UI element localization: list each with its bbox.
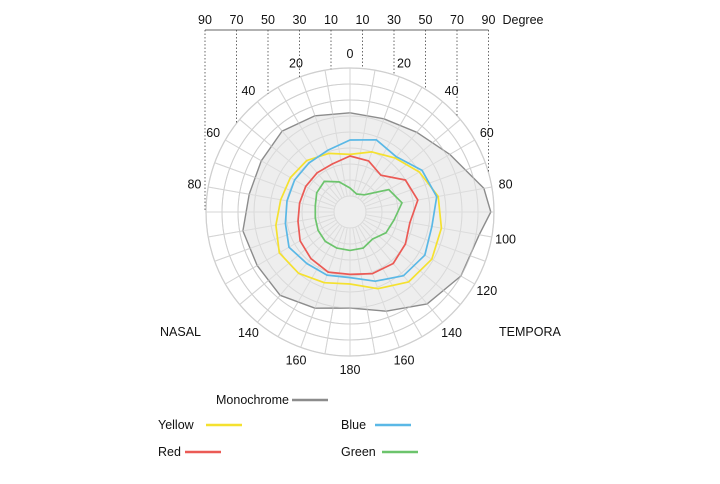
- scale-tick-label: 30: [387, 13, 401, 27]
- top-scale: 90 70 50 30 10 10 30 50 70 90 Degree: [198, 13, 544, 212]
- series-yellow: [275, 151, 443, 290]
- angle-label: 180: [340, 363, 361, 377]
- scale-tick-label: 50: [261, 13, 275, 27]
- grid-overlay-line: [214, 217, 336, 262]
- grid-overlay-line: [355, 226, 400, 348]
- scale-tick-label: 90: [482, 13, 496, 27]
- scale-tick-label: 50: [419, 13, 433, 27]
- scale-unit-label: Degree: [503, 13, 544, 27]
- side-label-tempora: TEMPORA: [499, 325, 561, 339]
- angle-label: 160: [286, 354, 307, 368]
- grid-overlay-line: [300, 226, 345, 348]
- angle-label: 160: [394, 354, 415, 368]
- grid-overlay-line: [357, 225, 423, 337]
- grid-overlay-line: [352, 70, 376, 197]
- grid-overlay-line: [208, 214, 335, 238]
- grid-overlay-line: [359, 101, 443, 201]
- grid-overlay-line: [364, 217, 486, 262]
- grid-overlay-line: [324, 70, 348, 197]
- legend-label-red: Red: [158, 445, 181, 459]
- grid-overlay-line: [300, 76, 345, 198]
- angle-label: 60: [206, 126, 220, 140]
- series-red: [297, 155, 419, 276]
- grid-overlay-line: [361, 119, 461, 203]
- scale-tick-label: 70: [450, 13, 464, 27]
- grid-overlay-line: [365, 186, 492, 210]
- legend-label-blue: Blue: [341, 418, 366, 432]
- grid-overlay-line: [355, 76, 400, 198]
- angle-label: 80: [499, 178, 513, 192]
- grid-overlay-line: [359, 223, 443, 323]
- grid-overlay-line: [363, 219, 475, 285]
- angle-labels: 0 20 40 60 80 100 120 140 160 180 160 140 80 60 40 20: [187, 47, 516, 377]
- grid-overlay-line: [277, 87, 343, 199]
- angle-label: 60: [480, 126, 494, 140]
- series-group: [205, 67, 495, 357]
- grid-overlay-line: [364, 162, 486, 207]
- angle-label: 20: [397, 57, 411, 71]
- series-blue: [284, 138, 438, 283]
- side-label-nasal: NASAL: [160, 325, 201, 339]
- legend-label-green: Green: [341, 445, 376, 459]
- grid-overlay-line: [225, 139, 337, 205]
- scale-tick-label: 10: [324, 13, 338, 27]
- angle-label: 40: [445, 84, 459, 98]
- angle-label: 20: [289, 57, 303, 71]
- angle-label: 120: [476, 284, 497, 298]
- angle-label: 140: [441, 326, 462, 340]
- angle-label: 100: [495, 232, 516, 246]
- legend: Monochrome Yellow Red Blue Green: [158, 393, 418, 459]
- polar-grid-overlay: [205, 67, 495, 357]
- series-green: [314, 180, 403, 252]
- angle-label: 0: [347, 47, 354, 61]
- grid-overlay-line: [365, 214, 492, 238]
- grid-overlay-line: [208, 186, 335, 210]
- angle-label: 80: [187, 178, 201, 192]
- scale-tick-label: 90: [198, 13, 212, 27]
- grid-overlay-line: [239, 119, 339, 203]
- angle-label: 140: [238, 326, 259, 340]
- grid-overlay-line: [257, 101, 341, 201]
- angle-label: 40: [241, 84, 255, 98]
- scale-tick-label: 30: [293, 13, 307, 27]
- grid-overlay-line: [214, 162, 336, 207]
- legend-label-monochrome: Monochrome: [216, 393, 289, 407]
- scale-tick-label: 70: [230, 13, 244, 27]
- scale-tick-label: 10: [356, 13, 370, 27]
- legend-label-yellow: Yellow: [158, 418, 195, 432]
- grid-overlay-line: [357, 87, 423, 199]
